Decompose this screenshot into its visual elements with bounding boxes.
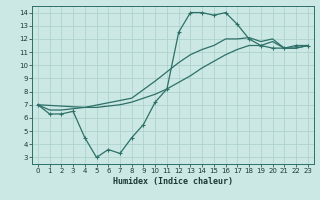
X-axis label: Humidex (Indice chaleur): Humidex (Indice chaleur) <box>113 177 233 186</box>
